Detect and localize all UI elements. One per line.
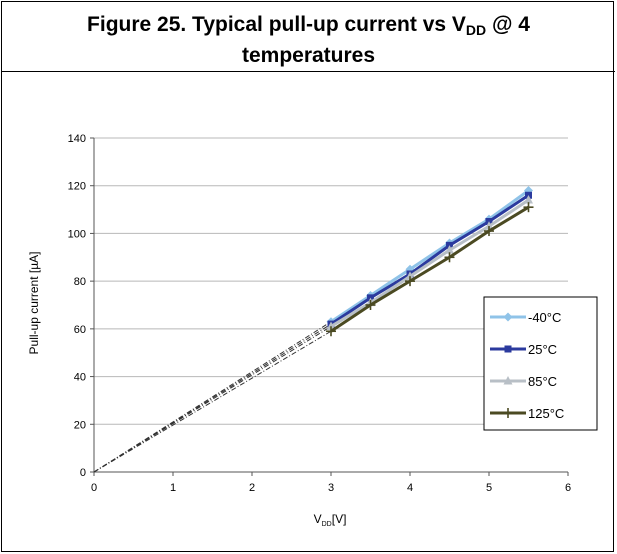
data-point xyxy=(484,221,494,230)
x-axis-label-unit: [V] xyxy=(332,512,347,526)
x-tick-label: 6 xyxy=(565,482,571,494)
y-tick-label: 100 xyxy=(68,228,86,240)
title-suffix: @ 4 xyxy=(486,13,530,36)
legend-item: 25°C xyxy=(490,342,557,357)
x-tick-label: 1 xyxy=(170,482,176,494)
data-point xyxy=(405,271,415,280)
figure-title: Figure 25. Typical pull-up current vs VD… xyxy=(2,12,615,69)
x-tick-label: 2 xyxy=(249,482,255,494)
data-point xyxy=(484,226,494,237)
figure-header: Figure 25. Typical pull-up current vs VD… xyxy=(2,2,615,72)
x-axis-label: VDD[V] xyxy=(314,512,347,528)
legend: -40°C 25°C 85°C 125°C xyxy=(483,296,598,431)
y-tick-label: 140 xyxy=(68,133,86,145)
legend-label: -40°C xyxy=(528,310,561,325)
x-tick-label: 4 xyxy=(407,482,413,494)
data-point xyxy=(523,202,534,213)
x-axis-label-sub: DD xyxy=(322,521,332,528)
x-tick-label: 5 xyxy=(486,482,492,494)
data-point xyxy=(365,300,376,310)
title-prefix: Figure 25. Typical pull-up current vs V xyxy=(87,13,466,36)
title-subscript: DD xyxy=(465,22,487,38)
y-tick-label: 120 xyxy=(68,181,86,193)
tick-labels: 0 20 40 60 80 100 120 140 0 1 2 3 4 5 6 xyxy=(68,133,571,494)
data-point xyxy=(326,321,336,330)
legend-swatch-marker xyxy=(503,312,513,322)
y-tick-label: 40 xyxy=(74,372,86,384)
legend-label: 125°C xyxy=(528,406,564,421)
legend-item: 125°C xyxy=(490,406,564,421)
legend-label: 25°C xyxy=(528,342,557,357)
legend-swatch-marker xyxy=(503,408,513,418)
x-tick-label: 0 xyxy=(91,482,97,494)
data-point xyxy=(326,326,336,337)
extrapolation-line xyxy=(93,330,332,473)
data-point xyxy=(405,276,415,287)
axes xyxy=(90,137,569,476)
extrapolation-line xyxy=(93,323,332,473)
data-point xyxy=(524,195,533,204)
data-point xyxy=(444,252,455,263)
series-line xyxy=(330,194,530,326)
y-tick-label: 80 xyxy=(74,276,86,288)
series-line xyxy=(330,198,530,328)
legend-item: 85°C xyxy=(490,374,557,389)
y-tick-label: 20 xyxy=(74,419,86,431)
legend-swatch-marker xyxy=(504,345,512,353)
extrapolation-line xyxy=(93,321,332,473)
legend-swatch-marker xyxy=(503,376,513,385)
x-axis-label-main: V xyxy=(314,512,322,526)
title-line-2: temperatures xyxy=(241,44,376,67)
series-line xyxy=(330,205,530,333)
series-line xyxy=(330,189,530,323)
extrapolation-line xyxy=(93,326,332,473)
y-tick-label: 0 xyxy=(80,467,86,479)
data-point xyxy=(445,245,454,254)
series-125c xyxy=(93,202,534,473)
y-axis-label: Pull-up current [µA] xyxy=(27,252,41,355)
legend-label: 85°C xyxy=(528,374,557,389)
x-tick-label: 3 xyxy=(328,482,334,494)
legend-box xyxy=(483,296,598,431)
y-tick-label: 60 xyxy=(74,324,86,336)
legend-item: -40°C xyxy=(490,310,561,325)
series-lines xyxy=(93,185,534,473)
